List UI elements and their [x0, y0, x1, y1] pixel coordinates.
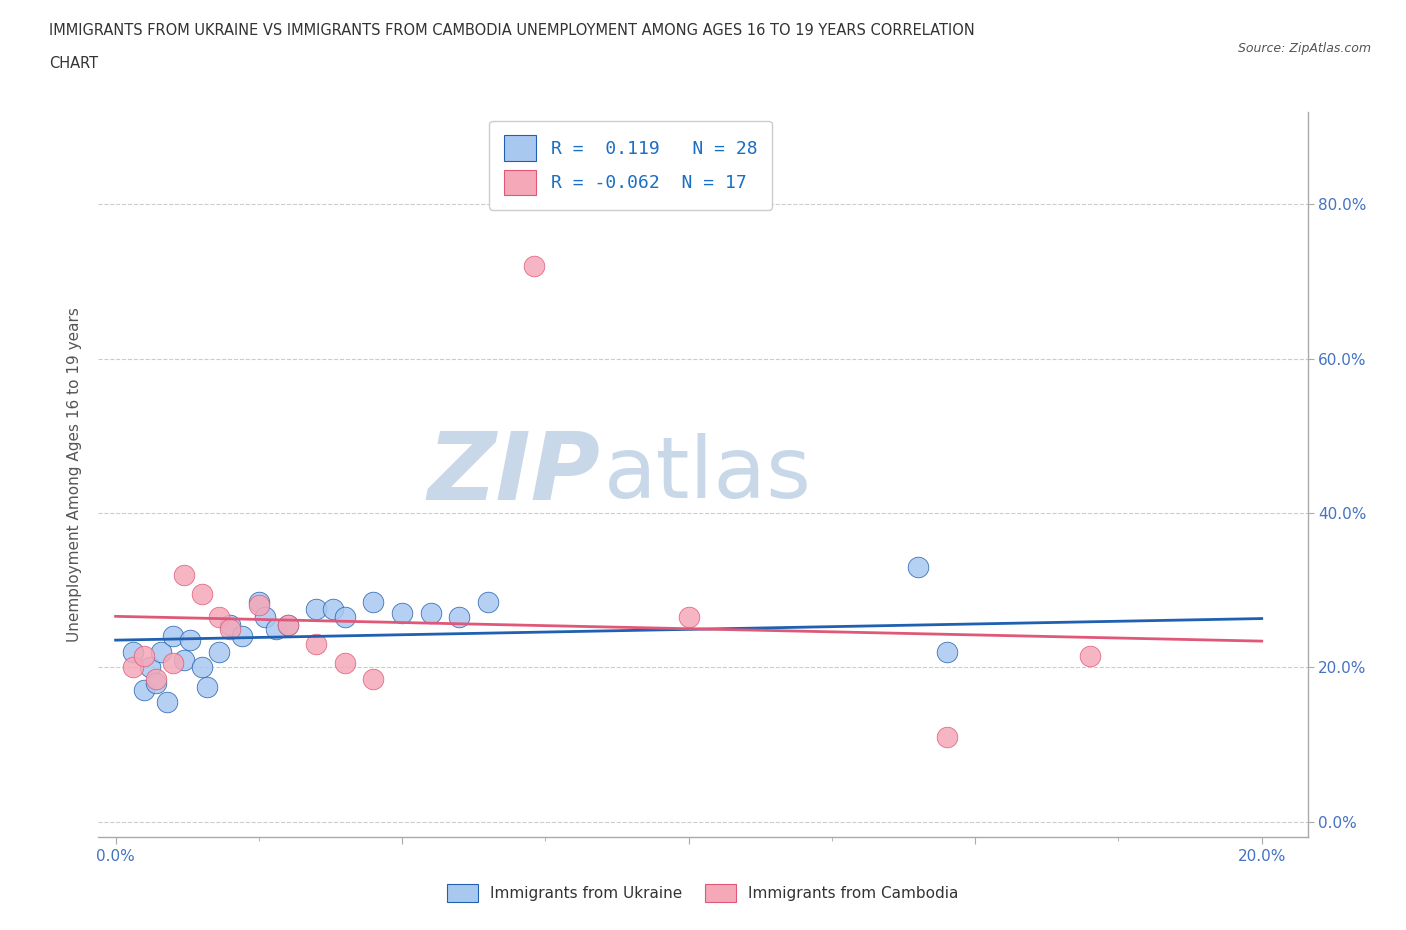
Point	[523, 259, 546, 273]
Point	[121, 644, 143, 659]
Point	[277, 618, 299, 632]
Point	[277, 618, 299, 632]
Point	[134, 683, 156, 698]
Point	[156, 695, 179, 710]
Point	[1078, 648, 1101, 663]
Point	[391, 605, 413, 620]
Point	[935, 729, 957, 744]
Point	[477, 594, 499, 609]
Point	[333, 656, 356, 671]
Point	[247, 594, 270, 609]
Point	[264, 621, 287, 636]
Point	[363, 594, 385, 609]
Point	[208, 610, 231, 625]
Point	[195, 679, 218, 694]
Point	[173, 652, 195, 667]
Y-axis label: Unemployment Among Ages 16 to 19 years: Unemployment Among Ages 16 to 19 years	[67, 307, 83, 642]
Point	[208, 644, 231, 659]
Point	[179, 632, 201, 647]
Legend: Immigrants from Ukraine, Immigrants from Cambodia: Immigrants from Ukraine, Immigrants from…	[441, 878, 965, 909]
Point	[121, 659, 143, 674]
Point	[253, 610, 276, 625]
Point	[247, 598, 270, 613]
Point	[150, 644, 173, 659]
Point	[173, 567, 195, 582]
Point	[190, 587, 212, 602]
Point	[907, 560, 929, 575]
Point	[678, 610, 700, 625]
Text: atlas: atlas	[603, 432, 811, 516]
Point	[305, 637, 328, 652]
Text: CHART: CHART	[49, 56, 98, 71]
Point	[190, 659, 212, 674]
Point	[162, 656, 184, 671]
Point	[139, 659, 162, 674]
Text: Source: ZipAtlas.com: Source: ZipAtlas.com	[1237, 42, 1371, 55]
Point	[305, 602, 328, 617]
Point	[363, 671, 385, 686]
Text: ZIP: ZIP	[427, 429, 600, 520]
Point	[419, 605, 441, 620]
Legend: R =  0.119   N = 28, R = -0.062  N = 17: R = 0.119 N = 28, R = -0.062 N = 17	[489, 121, 772, 209]
Point	[935, 644, 957, 659]
Point	[333, 610, 356, 625]
Point	[145, 675, 167, 690]
Point	[449, 610, 471, 625]
Point	[162, 629, 184, 644]
Text: IMMIGRANTS FROM UKRAINE VS IMMIGRANTS FROM CAMBODIA UNEMPLOYMENT AMONG AGES 16 T: IMMIGRANTS FROM UKRAINE VS IMMIGRANTS FR…	[49, 23, 974, 38]
Point	[219, 618, 242, 632]
Point	[219, 621, 242, 636]
Point	[145, 671, 167, 686]
Point	[231, 629, 253, 644]
Point	[134, 648, 156, 663]
Point	[322, 602, 344, 617]
